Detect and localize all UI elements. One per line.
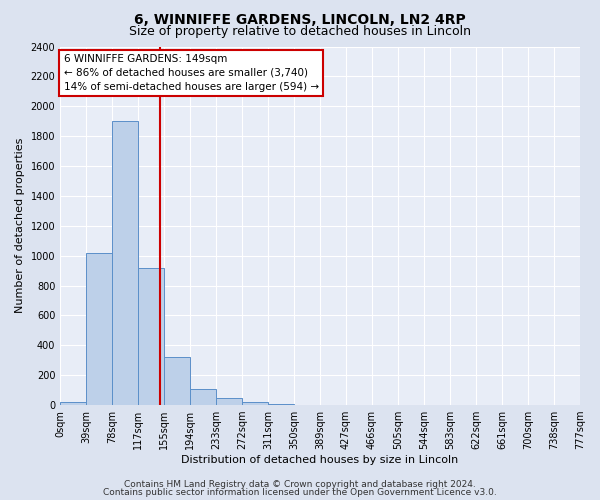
Bar (164, 358, 190, 405)
Bar (190, 390, 216, 405)
Bar (268, 404, 295, 405)
Y-axis label: Number of detached properties: Number of detached properties (15, 138, 25, 314)
Bar (60, 402, 86, 405)
Text: 6 WINNIFFE GARDENS: 149sqm
← 86% of detached houses are smaller (3,740)
14% of s: 6 WINNIFFE GARDENS: 149sqm ← 86% of deta… (64, 54, 319, 92)
Bar (112, 121, 139, 405)
Text: Contains public sector information licensed under the Open Government Licence v3: Contains public sector information licen… (103, 488, 497, 497)
X-axis label: Distribution of detached houses by size in Lincoln: Distribution of detached houses by size … (181, 455, 459, 465)
Text: Size of property relative to detached houses in Lincoln: Size of property relative to detached ho… (129, 25, 471, 38)
Bar (242, 402, 268, 405)
Bar (139, 268, 164, 405)
Bar (216, 398, 242, 405)
Bar (86, 252, 112, 405)
Text: Contains HM Land Registry data © Crown copyright and database right 2024.: Contains HM Land Registry data © Crown c… (124, 480, 476, 489)
Text: 6, WINNIFFE GARDENS, LINCOLN, LN2 4RP: 6, WINNIFFE GARDENS, LINCOLN, LN2 4RP (134, 12, 466, 26)
